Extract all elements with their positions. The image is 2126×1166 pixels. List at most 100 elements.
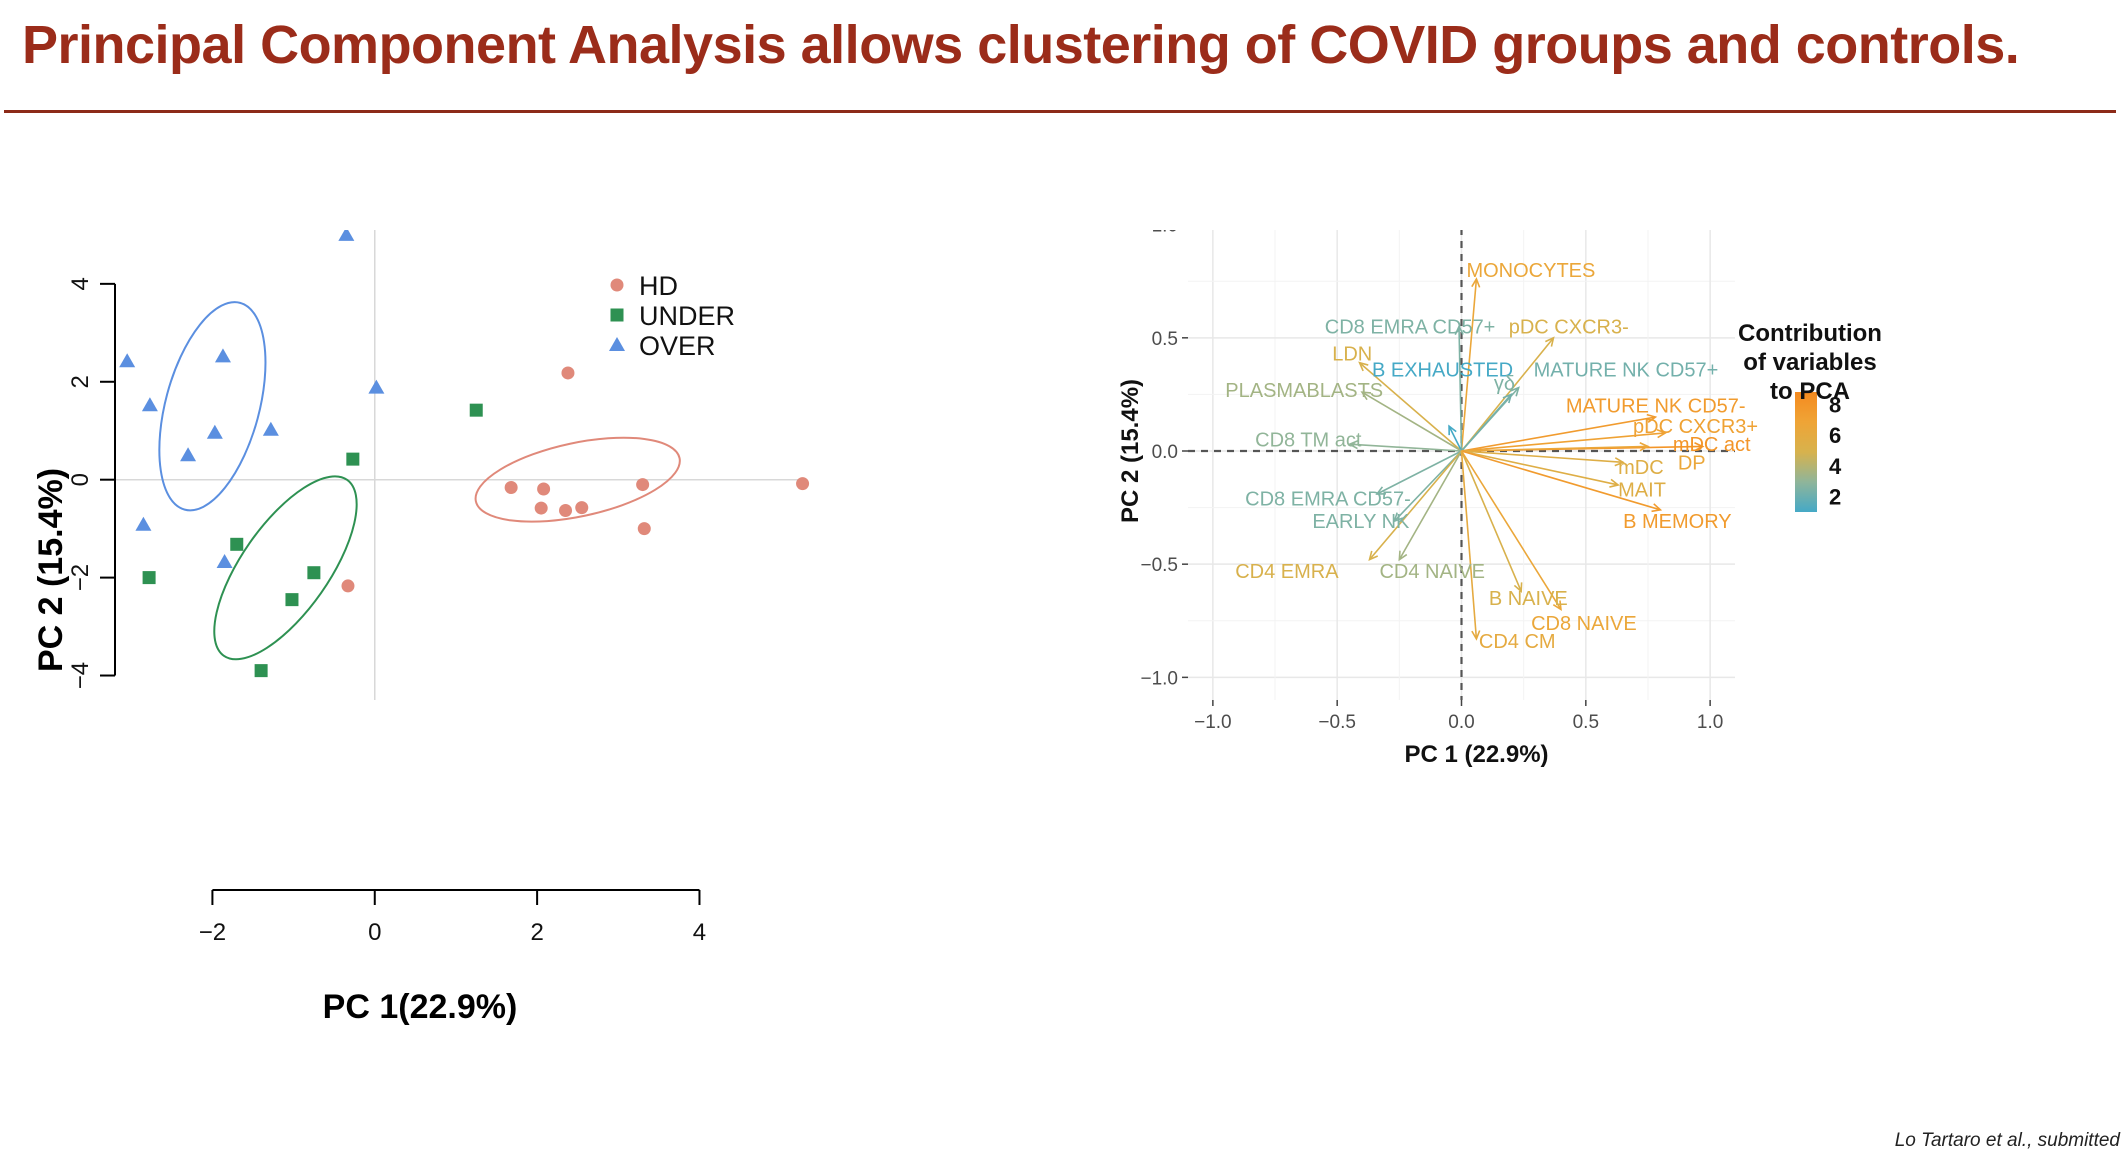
loading-arrowhead [1454, 324, 1464, 336]
variable-label: mDC act [1673, 434, 1751, 456]
loading-arrow [1460, 393, 1512, 452]
loading-arrow [1460, 337, 1555, 452]
y-tick-label: −0.5 [1140, 555, 1178, 576]
x-tick-label: 0.5 [1573, 712, 1599, 733]
loading-arrowhead [1552, 600, 1562, 612]
loading-arrowhead [1471, 630, 1481, 641]
loading-arrow [1460, 278, 1478, 452]
loading-arrow [1461, 450, 1619, 486]
loading-arrowhead [1656, 428, 1668, 439]
x-tick-label: −1.0 [1194, 712, 1232, 733]
loading-arrow [1359, 362, 1463, 452]
variable-label: pDC CXCR3- [1509, 317, 1629, 339]
point-hd [561, 366, 575, 380]
x-tick-label: 0 [368, 919, 381, 946]
loading-arrowhead [1358, 361, 1369, 372]
point-over [368, 379, 385, 394]
loading-arrow [1461, 450, 1661, 511]
variable-label: CD8 NAIVE [1531, 613, 1637, 635]
ellipse-under [213, 475, 358, 661]
variable-label: LDN [1332, 344, 1372, 366]
point-hd [796, 477, 810, 491]
point-under [469, 403, 483, 417]
point-hd [636, 478, 650, 492]
legend-label-under: UNDER [639, 301, 735, 331]
loading-arrow [1461, 416, 1656, 452]
point-over [206, 424, 223, 439]
legend-label-over: OVER [639, 331, 716, 361]
legend-label-hd: HD [639, 271, 678, 301]
point-under [254, 664, 268, 678]
loading-arrow [1461, 450, 1624, 464]
colorbar [1795, 392, 1817, 512]
point-over [141, 397, 158, 412]
point-hd [559, 504, 573, 518]
pca-variables-loading-plot: −1.0 −0.5 0.0 0.5 1.0 −1.0 −0.5 0.0 0.5 1.0 PC 1 (… [1120, 230, 1882, 768]
loading-arrowhead [1398, 550, 1408, 562]
x-tick-label: 2 [530, 919, 543, 946]
point-under [142, 571, 156, 585]
loading-arrowhead [1393, 512, 1404, 523]
loading-arrowhead [1513, 582, 1523, 594]
loading-arrow [1398, 450, 1463, 561]
point-over [262, 421, 279, 436]
loading-arrow [1448, 425, 1463, 452]
x-tick-label: −0.5 [1318, 712, 1356, 733]
x-tick-label: −2 [199, 919, 226, 946]
variable-label: CD4 CM [1479, 631, 1556, 653]
loading-arrow [1460, 450, 1562, 610]
point-over [214, 348, 231, 363]
loading-arrowhead [1471, 277, 1481, 288]
y-tick-label: 1.0 [1152, 230, 1178, 237]
variable-label: EARLY NK [1312, 511, 1410, 533]
y-tick-label: 2 [67, 375, 94, 388]
loading-arrow [1461, 445, 1648, 452]
loading-arrowhead [1614, 457, 1625, 467]
loading-arrow [1376, 450, 1462, 495]
legend-marker-hd [610, 278, 624, 292]
ellipse-hd [474, 436, 681, 523]
variable-label: B NAIVE [1489, 588, 1568, 610]
variable-label: CD8 EMRA CD57- [1245, 489, 1411, 511]
loading-arrow [1349, 443, 1462, 452]
loading-arrowhead [1360, 391, 1372, 401]
variable-label: MAIT [1618, 479, 1666, 501]
point-under [230, 537, 244, 551]
loading-arrowhead [1651, 503, 1663, 513]
point-hd [637, 522, 651, 536]
variable-label: B MEMORY [1623, 511, 1732, 533]
point-hd [575, 501, 589, 515]
point-hd [504, 481, 518, 495]
loading-arrowhead [1694, 441, 1705, 452]
x-tick-label: 4 [693, 919, 706, 946]
point-under [346, 452, 360, 466]
variable-label: CD8 EMRA CD57+ [1325, 317, 1496, 339]
variable-label: PLASMABLASTS [1225, 380, 1383, 402]
y-tick-label: −2 [67, 564, 94, 591]
variable-label: mDC [1618, 457, 1664, 479]
variable-label: DP [1678, 452, 1706, 474]
loading-arrowhead [1510, 386, 1520, 397]
variable-label: CD4 EMRA [1235, 561, 1339, 583]
variable-label: B EXHAUSTED [1372, 360, 1513, 382]
loading-arrowhead [1448, 424, 1457, 436]
colorbar-title: Contribution [1738, 320, 1882, 347]
colorbar-title: to PCA [1770, 378, 1850, 405]
variable-label: γδ [1494, 373, 1515, 395]
loading-arrowhead [1368, 550, 1379, 562]
legend-marker-over [609, 337, 625, 351]
colorbar-tick-label: 4 [1829, 454, 1842, 479]
pca-individuals-scatter-plot: −4 −2 0 2 4 −2 0 2 4 PC 1(22.9%) PC 2 (15.4%) HDUND… [32, 230, 810, 1026]
point-over [135, 516, 152, 531]
variable-label: MONOCYTES [1466, 260, 1595, 282]
loading-arrow [1460, 450, 1478, 639]
loading-arrowhead [1347, 440, 1359, 450]
loading-arrow [1458, 326, 1463, 452]
colorbar-tick-label: 8 [1829, 392, 1841, 417]
y-axis-title: PC 2 (15.4%) [32, 468, 70, 672]
loading-arrowhead [1375, 486, 1386, 495]
loading-arrow [1368, 450, 1463, 561]
y-tick-label: −1.0 [1140, 668, 1178, 689]
y-axis-title: PC 2 (15.4%) [1120, 379, 1144, 523]
point-over [180, 447, 197, 462]
